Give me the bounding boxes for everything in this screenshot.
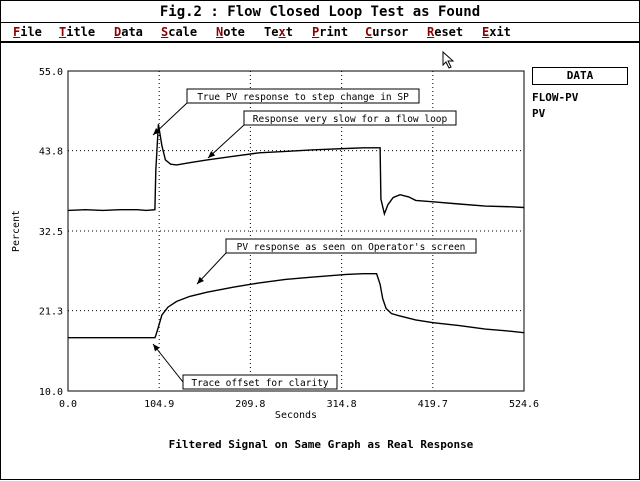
y-tick-label: 32.5 xyxy=(39,227,63,238)
menu-item-0[interactable]: File xyxy=(13,25,42,39)
y-tick-label: 21.3 xyxy=(39,307,63,318)
y-tick-label: 55.0 xyxy=(39,67,63,78)
annotation-text: True PV response to step change in SP xyxy=(197,92,409,103)
y-tick-label: 43.8 xyxy=(39,147,63,158)
menu-item-5[interactable]: Text xyxy=(264,25,293,39)
x-tick-label: 0.0 xyxy=(59,399,77,410)
annotation: True PV response to step change in SP xyxy=(152,88,420,136)
mouse-pointer-icon xyxy=(442,51,455,69)
window-title: Fig.2 : Flow Closed Loop Test as Found xyxy=(1,1,639,23)
arrowhead-icon xyxy=(208,151,216,158)
plot-frame xyxy=(67,70,525,392)
data-button[interactable]: DATA xyxy=(532,67,628,85)
x-tick-label: 314.8 xyxy=(327,399,357,410)
annotation-leader xyxy=(196,252,227,285)
x-tick-label: 104.9 xyxy=(144,399,174,410)
annotation: PV response as seen on Operator's screen xyxy=(196,238,477,285)
x-axis-label: Seconds xyxy=(275,410,317,421)
y-axis-label: Percent xyxy=(11,210,22,252)
annotation-leader xyxy=(152,102,188,136)
legend-pv: PV xyxy=(532,107,546,120)
annotation-leader xyxy=(152,343,184,383)
menu-item-9[interactable]: Exit xyxy=(482,25,511,39)
annotation-layer: True PV response to step change in SP Res… xyxy=(152,88,477,390)
series-line-pv xyxy=(68,272,525,339)
annotation-leader xyxy=(207,124,245,159)
x-tick-label: 209.8 xyxy=(235,399,265,410)
annotation-text: PV response as seen on Operator's screen xyxy=(237,242,466,253)
menu-item-8[interactable]: Reset xyxy=(427,25,464,39)
annotation: Response very slow for a flow loop xyxy=(207,110,457,159)
annotation-text: Trace offset for clarity xyxy=(191,378,329,389)
arrowhead-icon xyxy=(153,344,160,352)
annotation-text: Response very slow for a flow loop xyxy=(253,114,448,125)
menu-item-6[interactable]: Print xyxy=(312,25,349,39)
series-line-flow-pv xyxy=(67,124,525,217)
menu-item-3[interactable]: Scale xyxy=(161,25,198,39)
menu-bar: File Title Data Scale Note Text Print Cursor Res… xyxy=(1,23,639,43)
x-tick-label: 419.7 xyxy=(418,399,448,410)
annotation-box xyxy=(225,238,477,254)
menu-item-1[interactable]: Title xyxy=(59,25,96,39)
annotation-box xyxy=(243,110,457,126)
y-tick-label: 10.0 xyxy=(39,387,63,398)
menu-item-2[interactable]: Data xyxy=(114,25,143,39)
x-tick-label: 524.6 xyxy=(509,399,539,410)
series-layer xyxy=(67,124,525,339)
footer-caption: Filtered Signal on Same Graph as Real Re… xyxy=(168,438,474,451)
annotation: Trace offset for clarity xyxy=(152,343,338,390)
chart-ticks: 0.0 104.9 209.8 314.8 419.7 524.6 10.0 21.3 32.5… xyxy=(39,67,539,410)
arrowhead-icon xyxy=(197,276,204,284)
menu-item-4[interactable]: Note xyxy=(216,25,245,39)
legend-flow-pv: FLOW-PV xyxy=(532,91,579,104)
arrowhead-icon xyxy=(153,128,161,135)
annotation-box xyxy=(186,88,420,104)
chart: 0.0 104.9 209.8 314.8 419.7 524.6 10.0 21.3 32.5… xyxy=(11,67,539,421)
menu-item-7[interactable]: Cursor xyxy=(365,25,409,39)
